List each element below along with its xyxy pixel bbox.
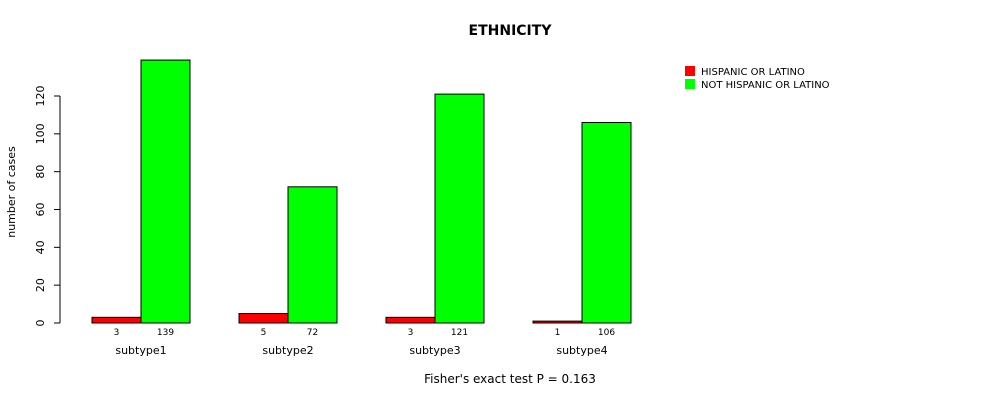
y-tick-label: 80 bbox=[34, 165, 47, 179]
y-tick-label: 100 bbox=[34, 123, 47, 144]
legend-swatch bbox=[685, 79, 695, 89]
legend-label: NOT HISPANIC OR LATINO bbox=[701, 80, 830, 91]
footer-note: Fisher's exact test P = 0.163 bbox=[424, 372, 596, 386]
category-label: subtype1 bbox=[115, 344, 166, 357]
bar-value-label: 106 bbox=[598, 328, 615, 338]
category-label: subtype4 bbox=[556, 344, 607, 357]
bar-value-label: 121 bbox=[451, 328, 468, 338]
bar-subtype1-series2 bbox=[140, 59, 191, 324]
bar-value-label: 72 bbox=[307, 328, 318, 338]
category-label: subtype2 bbox=[262, 344, 313, 357]
legend-swatch bbox=[685, 66, 695, 76]
bar-subtype2-series2 bbox=[287, 186, 338, 324]
y-tick-label: 40 bbox=[34, 240, 47, 254]
bar-subtype4-series1 bbox=[532, 320, 583, 324]
legend: HISPANIC OR LATINO NOT HISPANIC OR LATINO bbox=[685, 66, 830, 91]
y-tick-label: 0 bbox=[34, 320, 47, 327]
bar-subtype3-series1 bbox=[385, 316, 436, 324]
bar-subtype2-series1 bbox=[238, 313, 289, 324]
bar-value-label: 5 bbox=[261, 328, 267, 338]
bar-subtype3-series2 bbox=[434, 93, 485, 324]
category-label: subtype3 bbox=[409, 344, 460, 357]
y-tick-label: 120 bbox=[34, 86, 47, 107]
bar-value-label: 3 bbox=[408, 328, 414, 338]
y-tick-label: 60 bbox=[34, 203, 47, 217]
y-axis: 0 20 40 60 80 100 120 bbox=[34, 86, 61, 327]
bar-value-label: 139 bbox=[157, 328, 174, 338]
bar-subtype1-series1 bbox=[91, 316, 142, 324]
bar-value-label: 1 bbox=[555, 328, 561, 338]
legend-label: HISPANIC OR LATINO bbox=[701, 67, 805, 78]
bar-value-label: 3 bbox=[114, 328, 120, 338]
bar-subtype4-series2 bbox=[581, 121, 632, 324]
bars: 3 139 subtype1 5 72 subtype2 3 121 subtype3 1 106 s… bbox=[91, 59, 632, 357]
y-tick-label: 20 bbox=[34, 278, 47, 292]
y-axis-label: number of cases bbox=[5, 146, 18, 238]
chart-title: ETHNICITY bbox=[469, 23, 553, 39]
